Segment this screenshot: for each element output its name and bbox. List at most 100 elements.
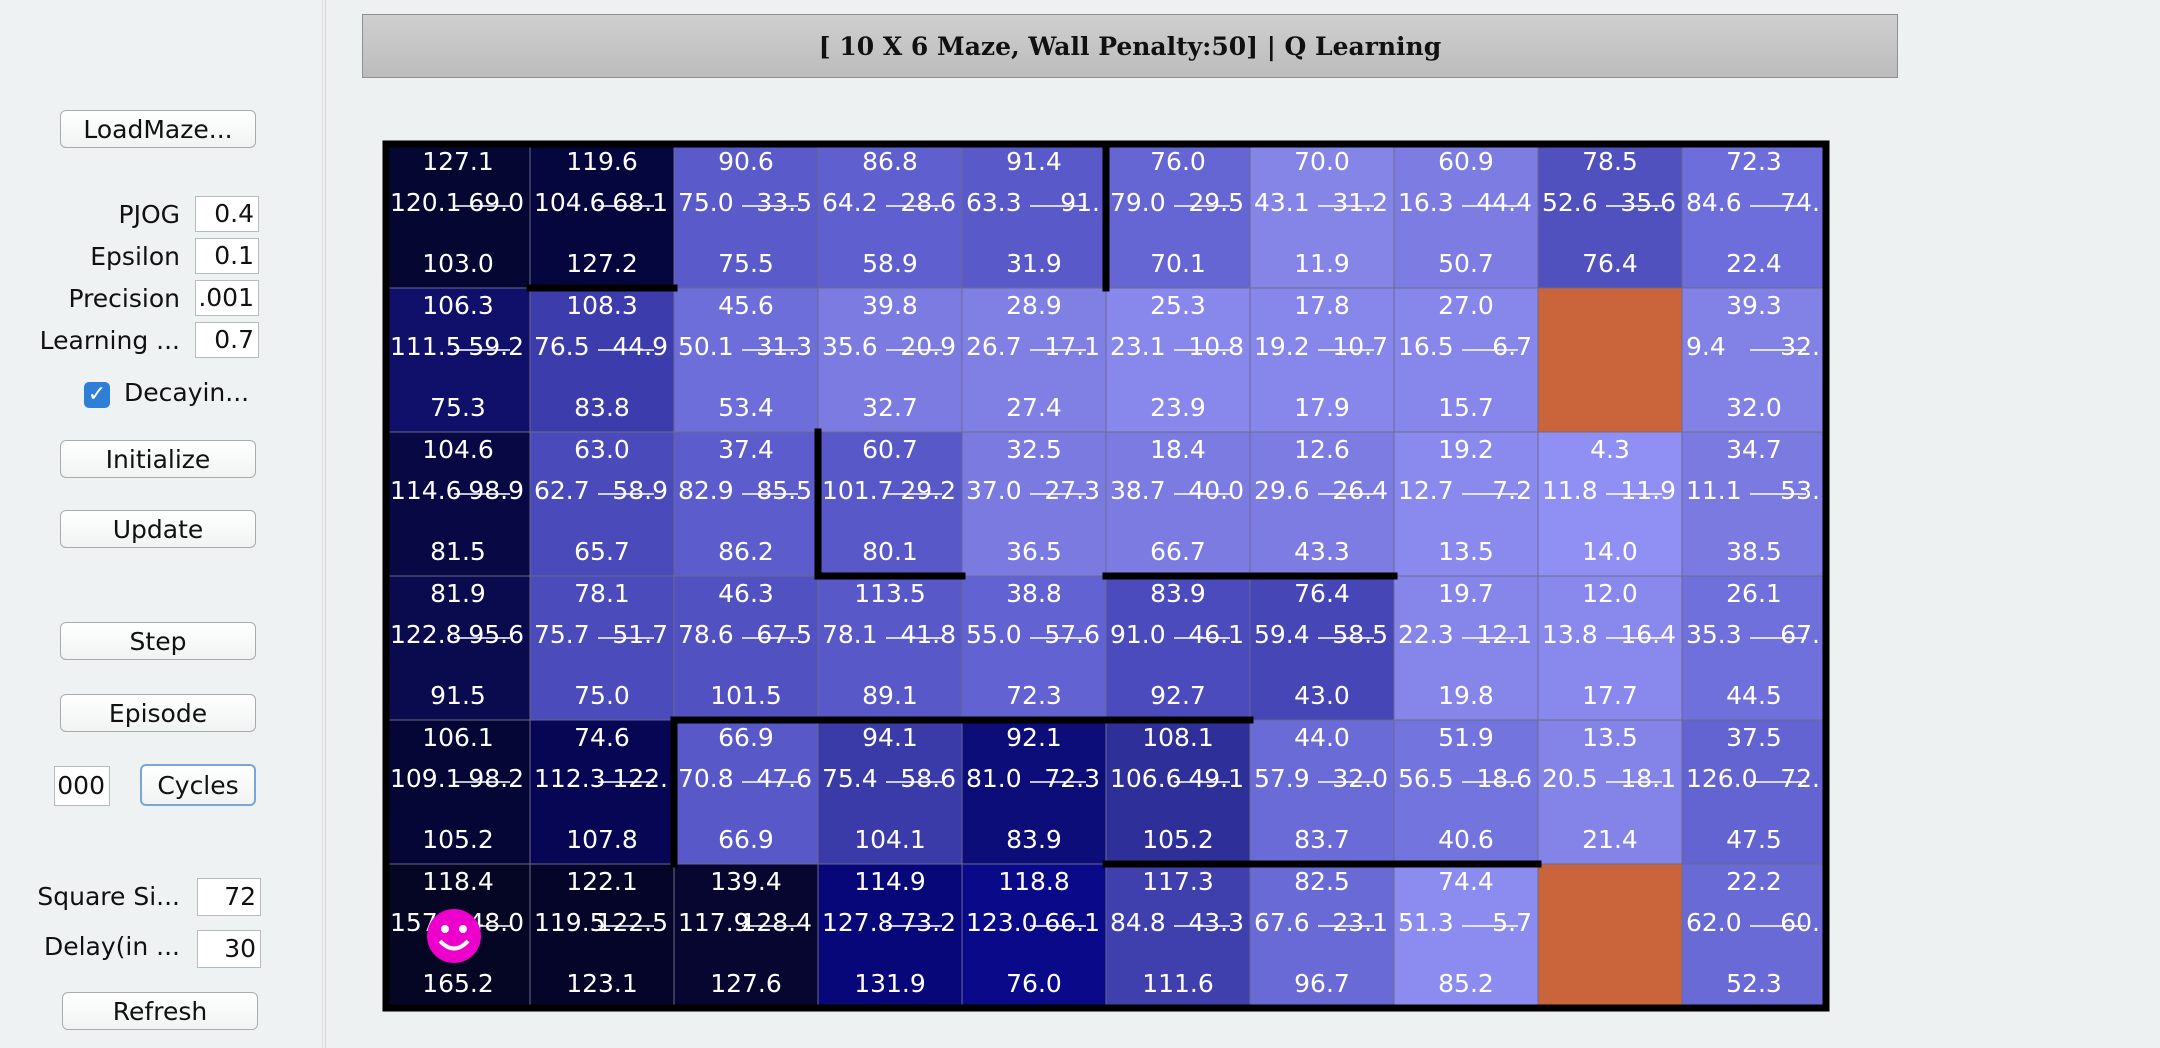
- q-value-down: 101.5: [710, 681, 782, 710]
- q-value-left: 11.1: [1686, 476, 1742, 505]
- q-value-left: 76.5: [534, 332, 590, 361]
- q-value-down: 105.2: [422, 825, 494, 854]
- load-maze-button[interactable]: LoadMaze...: [60, 110, 256, 148]
- q-value-up: 108.3: [566, 291, 638, 320]
- split-pane-divider[interactable]: [322, 0, 326, 1048]
- maze-cell: 90.6 75.0 33.5 75.5: [673, 143, 819, 289]
- q-value-left: 11.8: [1542, 476, 1598, 505]
- refresh-button[interactable]: Refresh: [62, 992, 258, 1030]
- cell-background: [1393, 143, 1539, 289]
- decaying-label[interactable]: Decayin...: [124, 378, 250, 407]
- q-value-right: 27.3: [1044, 476, 1100, 505]
- cell-background: [961, 575, 1107, 721]
- cell-background: [1681, 143, 1827, 289]
- cell-background: [1537, 719, 1683, 865]
- q-value-up: 92.1: [1006, 723, 1062, 752]
- q-value-left: 62.0: [1686, 908, 1742, 937]
- q-value-right: 20.9: [900, 332, 956, 361]
- q-value-left: 35.3: [1686, 620, 1742, 649]
- q-value-down: 66.7: [1150, 537, 1206, 566]
- cell-background: [385, 575, 531, 721]
- q-value-left: 75.7: [534, 620, 590, 649]
- maze-cell: 28.9 26.7 17.1 27.4: [961, 287, 1107, 433]
- q-value-down: 83.8: [574, 393, 630, 422]
- q-value-left: 75.4: [822, 764, 878, 793]
- q-value-right: 69.0: [468, 188, 524, 217]
- q-value-down: 36.5: [1006, 537, 1062, 566]
- epsilon-field[interactable]: 0.1: [195, 238, 259, 274]
- q-value-up: 106.3: [422, 291, 494, 320]
- delay-field[interactable]: 30: [197, 930, 261, 968]
- maze-cell: 108.3 76.5 44.9 83.8: [529, 287, 675, 433]
- maze-cell: 60.7 101.7 29.2 80.1: [817, 431, 963, 577]
- maze-cell: 78.1 75.7 51.7 75.0: [529, 575, 675, 721]
- q-value-right: 10.7: [1332, 332, 1388, 361]
- maze-cell: 34.7 11.1 53. 38.5: [1681, 431, 1827, 577]
- cell-background: [529, 863, 675, 1009]
- maze-cell: 86.8 64.2 28.6 58.9: [817, 143, 963, 289]
- q-value-down: 17.9: [1294, 393, 1350, 422]
- maze-cell: 108.1 106.6 49.1 105.2: [1105, 719, 1251, 865]
- maze-cell: 44.0 57.9 32.0 83.7: [1249, 719, 1395, 865]
- step-button[interactable]: Step: [60, 622, 256, 660]
- q-value-up: 70.0: [1294, 147, 1350, 176]
- q-value-left: 59.4: [1254, 620, 1310, 649]
- q-value-down: 44.5: [1726, 681, 1782, 710]
- q-value-down: 105.2: [1142, 825, 1214, 854]
- q-value-up: 83.9: [1150, 579, 1206, 608]
- cell-background: [1105, 719, 1251, 865]
- cell-background: [529, 431, 675, 577]
- cell-background: [817, 431, 963, 577]
- q-value-down: 123.1: [566, 969, 638, 998]
- q-value-left: 63.3: [966, 188, 1022, 217]
- q-value-left: 114.6: [390, 476, 462, 505]
- update-button[interactable]: Update: [60, 510, 256, 548]
- q-value-right: 28.6: [900, 188, 956, 217]
- q-value-down: 19.8: [1438, 681, 1494, 710]
- precision-field[interactable]: .001: [195, 280, 259, 316]
- decaying-checkbox[interactable]: ✓: [84, 382, 110, 408]
- cell-background: [673, 287, 819, 433]
- q-value-up: 39.8: [862, 291, 918, 320]
- q-value-right: 95.6: [468, 620, 524, 649]
- q-value-right: 41.8: [900, 620, 956, 649]
- maze-cell: 27.0 16.5 6.7 15.7: [1393, 287, 1539, 433]
- q-value-down: 72.3: [1006, 681, 1062, 710]
- q-value-left: 16.5: [1398, 332, 1454, 361]
- q-value-left: 67.6: [1254, 908, 1310, 937]
- q-value-left: 123.0: [966, 908, 1038, 937]
- q-value-down: 21.4: [1582, 825, 1638, 854]
- learning-rate-field[interactable]: 0.7: [195, 322, 259, 358]
- q-value-down: 17.7: [1582, 681, 1638, 710]
- q-value-down: 85.2: [1438, 969, 1494, 998]
- cycles-count-field[interactable]: 000: [54, 766, 110, 806]
- q-value-left: 37.0: [966, 476, 1022, 505]
- maze-cell: 25.3 23.1 10.8 23.9: [1105, 287, 1251, 433]
- cell-background: [385, 431, 531, 577]
- q-value-down: 86.2: [718, 537, 774, 566]
- initialize-button[interactable]: Initialize: [60, 440, 256, 478]
- q-value-left: 26.7: [966, 332, 1022, 361]
- cell-background: [1249, 431, 1395, 577]
- q-value-right: 98.2: [468, 764, 524, 793]
- square-size-field[interactable]: 72: [197, 878, 261, 916]
- cell-background: [385, 287, 531, 433]
- maze-cell: 51.9 56.5 18.6 40.6: [1393, 719, 1539, 865]
- pjog-field[interactable]: 0.4: [195, 196, 259, 232]
- q-value-down: 165.2: [422, 969, 494, 998]
- q-value-up: 106.1: [422, 723, 494, 752]
- maze-cell: 22.2 62.0 60. 52.3: [1681, 863, 1827, 1009]
- cell-background: [1249, 287, 1395, 433]
- maze-title: [ 10 X 6 Maze, Wall Penalty:50] | Q Lear…: [818, 31, 1442, 61]
- maze-cell: 12.6 29.6 26.4 43.3: [1249, 431, 1395, 577]
- q-value-left: 62.7: [534, 476, 590, 505]
- q-value-down: 81.5: [430, 537, 486, 566]
- goal-cell: [1537, 287, 1683, 433]
- q-value-right: 72.: [1780, 764, 1820, 793]
- maze-cell: 13.5 20.5 18.1 21.4: [1537, 719, 1683, 865]
- cycles-button[interactable]: Cycles: [140, 764, 256, 806]
- episode-button[interactable]: Episode: [60, 694, 256, 732]
- q-value-down: 76.0: [1006, 969, 1062, 998]
